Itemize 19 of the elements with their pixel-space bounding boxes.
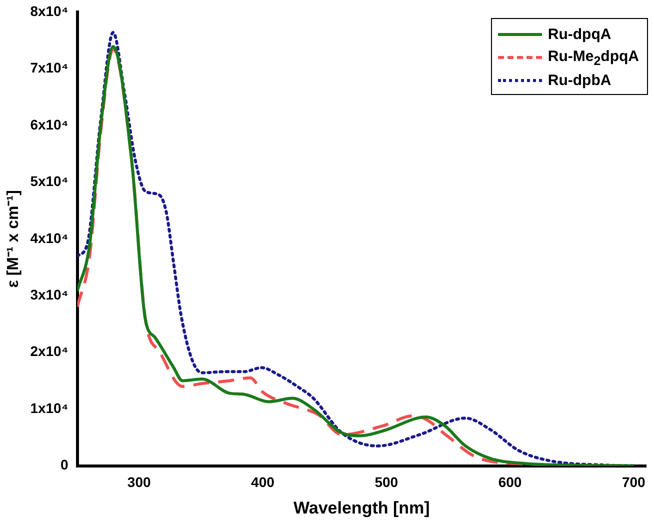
- y-tick-label: 6x10⁴: [30, 116, 68, 132]
- legend-label: Ru-dpbA: [548, 72, 612, 89]
- legend-label: Ru-Me$_{2}$dpqA: [548, 48, 639, 68]
- legend-label: Ru-dpqA: [548, 26, 612, 43]
- x-tick-label: 500: [374, 474, 398, 490]
- y-tick-label: 2x10⁴: [30, 343, 68, 360]
- x-tick-label: 300: [127, 474, 151, 490]
- y-tick-label: 8x10⁴: [30, 2, 68, 19]
- y-axis-title: ε [M⁻¹ x cm⁻¹]: [5, 190, 22, 288]
- y-tick-label: 4x10⁴: [30, 230, 68, 246]
- y-tick-label: 7x10⁴: [30, 60, 68, 76]
- x-tick-label: 400: [251, 474, 275, 490]
- y-tick-label: 3x10⁴: [30, 286, 68, 302]
- x-tick-label: 600: [498, 474, 522, 490]
- x-axis-title: Wavelength [nm]: [293, 498, 430, 518]
- y-tick-label: 0: [60, 456, 68, 473]
- y-tick-label: 1x10⁴: [30, 400, 68, 416]
- y-tick-label: 5x10⁴: [30, 173, 68, 190]
- x-tick-label: 700: [622, 474, 646, 490]
